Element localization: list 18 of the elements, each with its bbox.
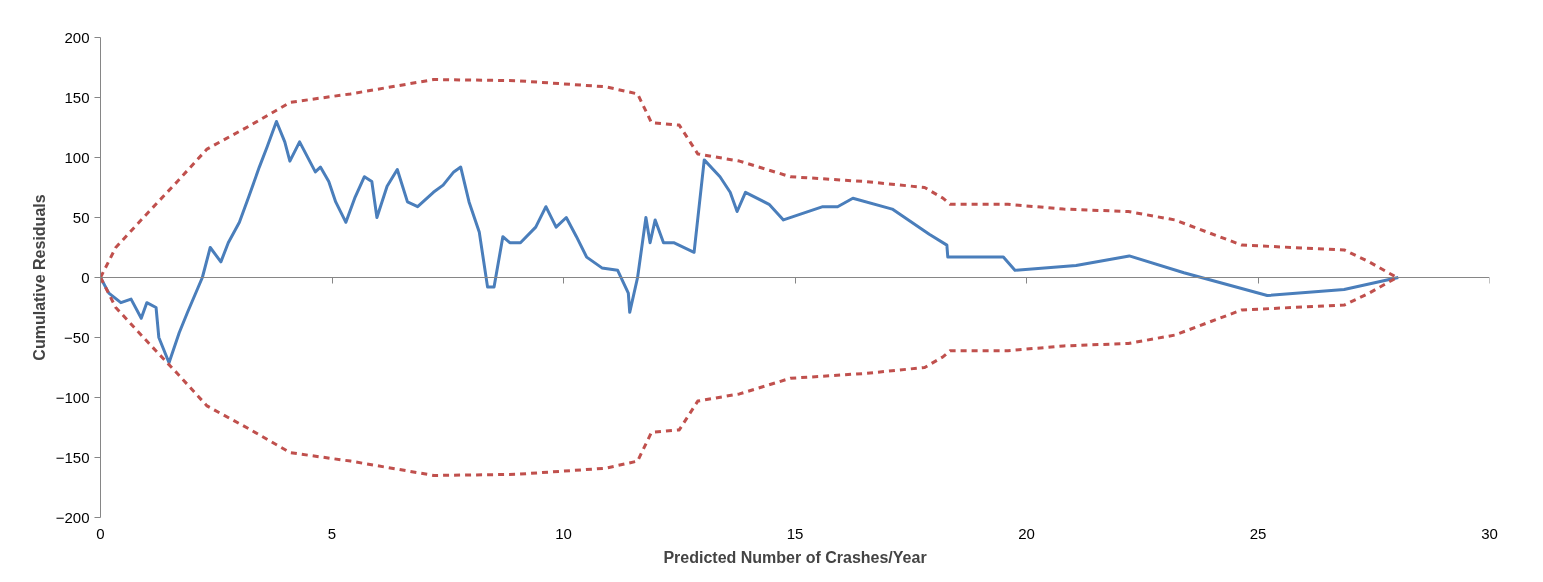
x-tick-label: 5: [327, 524, 337, 542]
x-tick-label: 30: [1481, 524, 1498, 542]
y-tick-label: 100: [64, 148, 90, 166]
x-axis-title: Predicted Number of Crashes/Year: [663, 548, 927, 566]
y-tick-label: −200: [55, 508, 90, 526]
x-tick-label: 25: [1249, 524, 1267, 542]
y-tick-label: 150: [64, 88, 90, 106]
y-tick-label: −50: [64, 328, 90, 346]
x-tick-label: 15: [786, 524, 804, 542]
y-tick-label: 200: [64, 28, 90, 46]
x-tick-label: 20: [1018, 524, 1035, 542]
y-tick-label: 50: [72, 208, 90, 226]
y-axis-title: Cumulative Residuals: [30, 194, 48, 361]
y-tick-label: 0: [81, 268, 90, 286]
x-tick-label: 10: [555, 524, 572, 542]
y-tick-label: −150: [55, 448, 90, 466]
y-tick-label: −100: [55, 388, 90, 406]
x-tick-label: 0: [96, 524, 105, 542]
